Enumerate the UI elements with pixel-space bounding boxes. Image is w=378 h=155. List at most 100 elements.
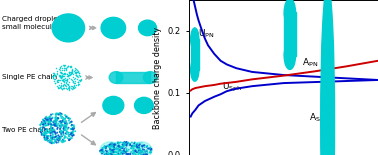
Point <box>135 148 141 150</box>
Point <box>74 71 80 73</box>
Point <box>107 148 113 150</box>
Point <box>115 141 121 144</box>
Point <box>143 151 149 153</box>
Point <box>46 132 53 134</box>
Point <box>65 83 71 86</box>
Point <box>125 153 131 155</box>
Point <box>121 152 127 154</box>
Point <box>45 137 51 140</box>
Point <box>54 141 60 144</box>
Point <box>49 139 55 141</box>
Point <box>139 145 146 148</box>
Point <box>66 119 72 122</box>
Point <box>120 144 126 147</box>
Point <box>48 124 54 127</box>
Point <box>63 82 69 84</box>
Point <box>48 137 54 140</box>
Point <box>102 145 108 147</box>
Point <box>73 84 79 87</box>
Point <box>65 65 71 67</box>
Point <box>116 143 122 145</box>
Point <box>54 71 60 74</box>
Point <box>51 138 57 141</box>
Point <box>43 138 49 140</box>
Point <box>43 118 49 120</box>
Point <box>147 148 153 150</box>
Point <box>52 121 58 124</box>
Point <box>42 131 48 134</box>
Point <box>101 152 107 154</box>
Point <box>136 145 143 147</box>
Text: Two PE chains: Two PE chains <box>2 127 52 133</box>
Point <box>54 79 60 82</box>
Point <box>61 83 67 85</box>
Point <box>55 117 61 120</box>
Point <box>122 144 128 146</box>
Point <box>141 144 147 147</box>
Point <box>67 122 73 124</box>
Point <box>56 83 62 86</box>
Bar <box>116 72 150 83</box>
Point <box>50 129 56 132</box>
Point <box>144 145 150 147</box>
Point <box>48 114 54 117</box>
Point <box>144 153 150 155</box>
Point <box>58 71 64 74</box>
Point <box>43 115 49 118</box>
Point <box>62 68 68 71</box>
Point <box>147 146 153 149</box>
Point <box>120 144 126 147</box>
Point <box>53 112 59 115</box>
Circle shape <box>52 14 85 42</box>
Point <box>122 146 129 149</box>
Point <box>54 125 60 127</box>
Point <box>116 154 122 155</box>
Point <box>55 112 61 115</box>
Point <box>110 149 116 151</box>
Point <box>50 75 56 78</box>
Point <box>118 152 124 155</box>
Point <box>60 78 66 80</box>
Point <box>67 117 73 120</box>
Point <box>77 78 84 81</box>
Ellipse shape <box>191 28 199 50</box>
Point <box>57 126 64 128</box>
Point <box>70 86 76 89</box>
Point <box>66 139 72 141</box>
Point <box>55 136 61 139</box>
Point <box>114 148 120 151</box>
Point <box>57 136 63 139</box>
Point <box>73 74 79 77</box>
Point <box>52 75 58 77</box>
Point <box>59 124 65 126</box>
Point <box>48 132 54 134</box>
Point <box>45 118 51 120</box>
Point <box>139 145 145 147</box>
Point <box>68 132 74 135</box>
Point <box>43 124 49 127</box>
Point <box>42 133 48 135</box>
Point <box>101 150 107 153</box>
Point <box>68 87 74 90</box>
Point <box>132 153 138 155</box>
Point <box>68 66 74 69</box>
Point <box>59 121 65 124</box>
Point <box>69 133 75 135</box>
Point <box>76 72 82 74</box>
Point <box>59 69 65 71</box>
Point <box>115 145 121 148</box>
Text: Charged droplet of
small molecules: Charged droplet of small molecules <box>2 16 70 30</box>
Point <box>47 116 53 119</box>
Point <box>148 151 154 154</box>
Point <box>40 134 46 136</box>
Point <box>72 86 78 89</box>
Point <box>64 83 70 85</box>
Point <box>53 124 59 126</box>
Point <box>127 152 133 155</box>
Point <box>51 131 57 133</box>
Point <box>58 140 64 142</box>
Point <box>58 85 64 87</box>
Point <box>71 134 77 136</box>
Point <box>68 65 74 68</box>
Point <box>62 129 68 131</box>
